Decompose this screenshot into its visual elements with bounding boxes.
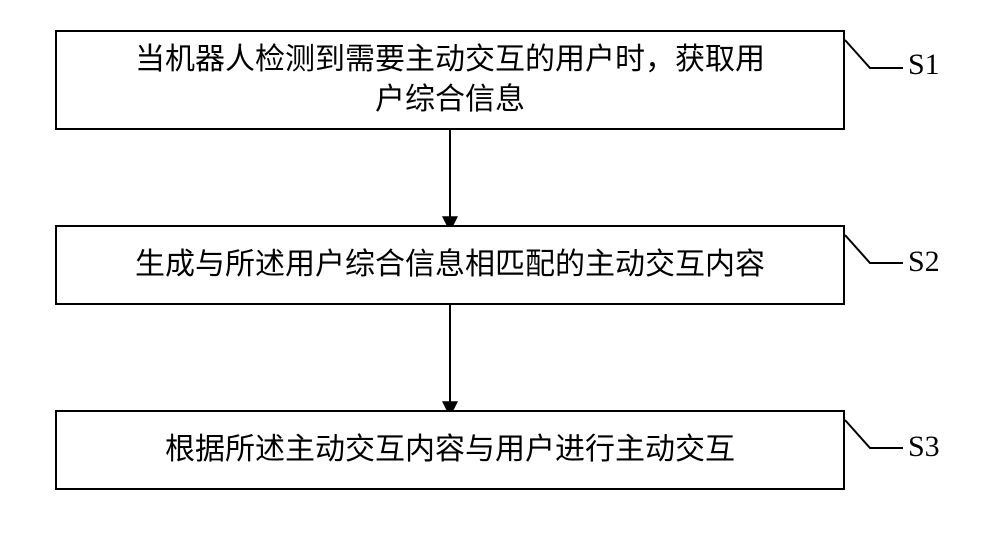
flowchart-canvas: 当机器人检测到需要主动交互的用户时，获取用 户综合信息 S1 生成与所述用户综合信息… <box>0 0 1000 546</box>
flow-step-label-s3: S3 <box>908 430 940 464</box>
flow-step-label-s1: S1 <box>908 48 940 82</box>
flow-step-text: 当机器人检测到需要主动交互的用户时，获取用 户综合信息 <box>135 40 765 121</box>
flow-step-s3: 根据所述主动交互内容与用户进行主动交互 <box>55 410 845 490</box>
flow-step-s2: 生成与所述用户综合信息相匹配的主动交互内容 <box>55 225 845 305</box>
flow-step-label-s2: S2 <box>908 245 940 279</box>
flow-step-s1: 当机器人检测到需要主动交互的用户时，获取用 户综合信息 <box>55 30 845 130</box>
flow-step-text: 生成与所述用户综合信息相匹配的主动交互内容 <box>135 245 765 286</box>
flow-step-text: 根据所述主动交互内容与用户进行主动交互 <box>165 430 735 471</box>
